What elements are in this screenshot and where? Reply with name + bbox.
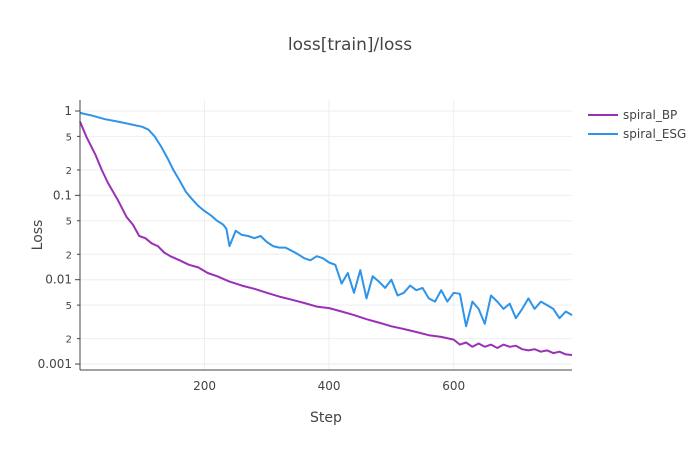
x-axis-title: Step	[310, 410, 342, 426]
y-minor-tick-label: 2	[66, 335, 72, 346]
legend-item-spiral_ESG[interactable]: spiral_ESG	[588, 127, 686, 141]
y-tick-label: 0.1	[53, 188, 72, 202]
y-minor-tick-label: 2	[66, 250, 72, 261]
y-axis-title: Loss	[30, 220, 46, 251]
y-tick-label: 0.01	[45, 273, 72, 287]
y-minor-tick-label: 5	[66, 217, 72, 228]
series-layer	[79, 111, 573, 356]
series-line-spiral_BP	[79, 121, 573, 356]
y-tick-label: 0.001	[38, 357, 72, 371]
legend[interactable]: spiral_BP spiral_ESG	[588, 108, 686, 141]
x-tick-label: 600	[442, 379, 465, 393]
series-line-spiral_ESG	[79, 111, 573, 328]
y-minor-tick-label: 2	[66, 166, 72, 177]
x-tick-label: 400	[318, 379, 341, 393]
y-minor-tick-label: 5	[66, 132, 72, 143]
legend-item-spiral_BP[interactable]: spiral_BP	[588, 108, 677, 122]
y-minor-tick-label: 5	[66, 301, 72, 312]
grid	[80, 100, 572, 370]
y-tick-label: 1	[64, 104, 72, 118]
y-axis-ticks: 1 0.1 0.01 0.001 5 2 5 2 5 2	[38, 104, 80, 371]
legend-label: spiral_BP	[623, 108, 677, 122]
x-axis-ticks: 200 400 600	[193, 379, 465, 393]
x-tick-label: 200	[193, 379, 216, 393]
chart-title: loss[train]/loss	[288, 35, 412, 55]
legend-label: spiral_ESG	[623, 127, 686, 141]
